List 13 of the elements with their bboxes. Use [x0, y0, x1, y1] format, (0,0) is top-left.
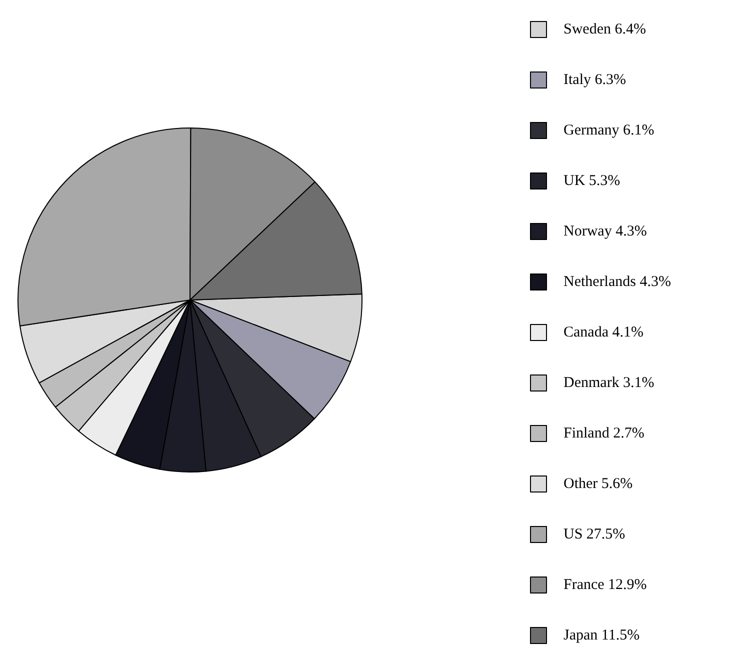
legend-label: US 27.5% — [564, 526, 626, 542]
legend-label: Denmark 3.1% — [564, 375, 654, 391]
legend-label: France 12.9% — [564, 577, 647, 593]
legend-label: UK 5.3% — [564, 173, 620, 189]
legend-label: Finland 2.7% — [564, 426, 644, 442]
legend-label: Japan 11.5% — [564, 628, 640, 644]
legend-label: Other 5.6% — [564, 476, 633, 492]
legend-label: Sweden 6.4% — [564, 22, 646, 38]
legend-label: Germany 6.1% — [564, 122, 654, 138]
legend-label: Italy 6.3% — [564, 72, 626, 88]
legend-label: Canada 4.1% — [564, 324, 644, 340]
legend-label: Netherlands 4.3% — [564, 274, 671, 290]
legend-label: Norway 4.3% — [564, 224, 647, 240]
